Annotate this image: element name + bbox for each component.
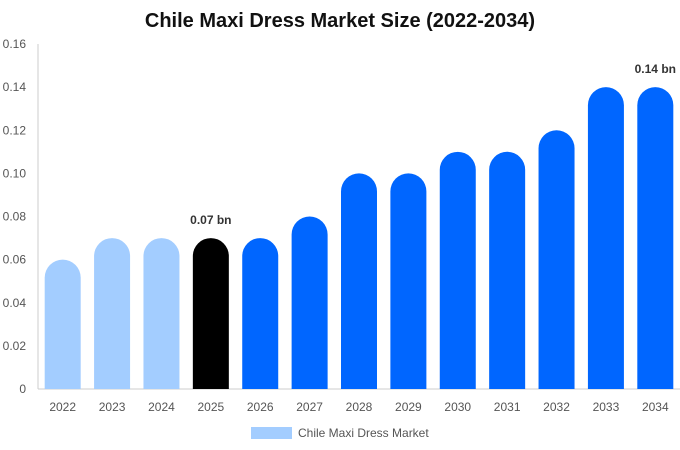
x-tick-label: 2025 [197,400,224,414]
data-label-2034: 0.14 bn [635,62,676,76]
bar-2030[interactable] [439,151,476,389]
x-tick-label: 2030 [444,400,471,414]
x-tick-label: 2028 [346,400,373,414]
bar-2031[interactable] [489,151,526,389]
x-tick-label: 2024 [148,400,175,414]
x-tick-label: 2029 [395,400,422,414]
legend-label: Chile Maxi Dress Market [298,426,429,440]
y-tick-label: 0.14 [3,80,27,94]
legend[interactable]: Chile Maxi Dress Market [251,426,429,440]
y-tick-label: 0.06 [3,253,27,267]
bar-2034[interactable] [637,87,674,389]
x-axis-ticks: 2022 2023 2024 2025 2026 2027 2028 2029 2030 2031… [49,400,669,414]
x-tick-label: 2032 [543,400,570,414]
data-label-2025: 0.07 bn [190,213,231,227]
x-tick-label: 2026 [247,400,274,414]
bar-2029[interactable] [390,173,427,389]
bar-2028[interactable] [341,173,377,389]
legend-swatch [251,427,292,439]
y-tick-label: 0 [19,382,26,396]
bar-2024[interactable] [143,238,180,389]
bar-2032[interactable] [538,130,575,390]
y-tick-label: 0.08 [3,210,27,224]
y-tick-label: 0.10 [3,166,27,180]
x-tick-label: 2033 [593,400,620,414]
bars [44,87,674,390]
chart-title: Chile Maxi Dress Market Size (2022-2034) [145,10,535,32]
x-tick-label: 2027 [296,400,323,414]
y-tick-label: 0.02 [3,339,27,353]
bar-2025[interactable] [192,238,229,389]
bar-2026[interactable] [242,238,279,389]
x-tick-label: 2034 [642,400,669,414]
x-tick-label: 2022 [49,400,76,414]
y-tick-label: 0.16 [3,37,27,51]
bar-2033[interactable] [587,87,624,389]
y-axis-ticks: 0 0.02 0.04 0.06 0.08 0.10 0.12 0.14 0.16 [3,37,27,396]
y-tick-label: 0.12 [3,123,27,137]
bar-2027[interactable] [291,216,328,390]
bar-2023[interactable] [94,238,131,389]
bar-2022[interactable] [44,259,81,389]
x-tick-label: 2023 [99,400,126,414]
y-tick-label: 0.04 [3,296,27,310]
x-tick-label: 2031 [494,400,521,414]
data-labels: 0.07 bn 0.14 bn [190,62,676,227]
